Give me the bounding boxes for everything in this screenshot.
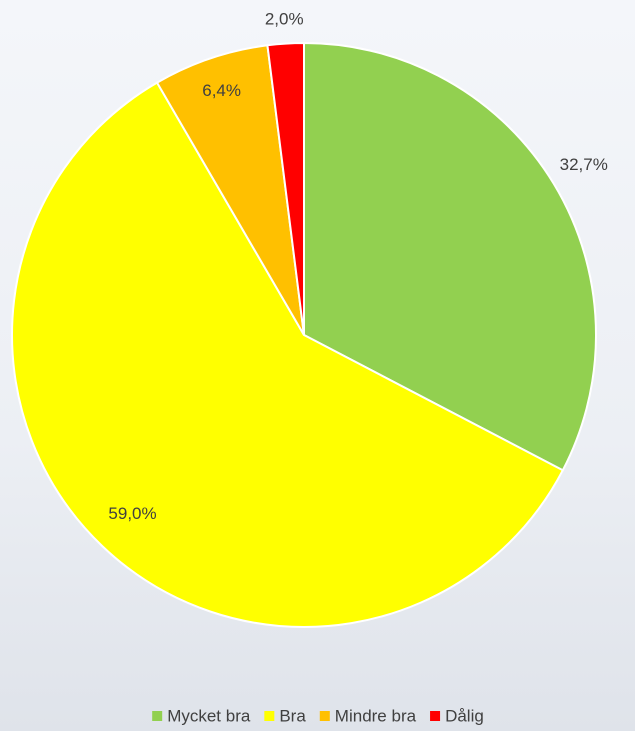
legend-swatch [264, 711, 274, 721]
data-label: 2,0% [265, 10, 304, 29]
chart: 32,7% 59,0% 6,4% 2,0% Mycket bra Bra Mindre b… [0, 0, 635, 731]
legend-swatch [152, 711, 162, 721]
legend-label: Dålig [445, 706, 484, 725]
legend-label: Mycket bra [167, 706, 251, 725]
legend-swatch [320, 711, 330, 721]
legend-swatch [430, 711, 440, 721]
legend-label: Mindre bra [335, 706, 417, 725]
legend-label: Bra [279, 706, 306, 725]
data-label: 59,0% [108, 504, 156, 523]
data-label: 32,7% [560, 155, 608, 174]
data-label: 6,4% [202, 81, 241, 100]
